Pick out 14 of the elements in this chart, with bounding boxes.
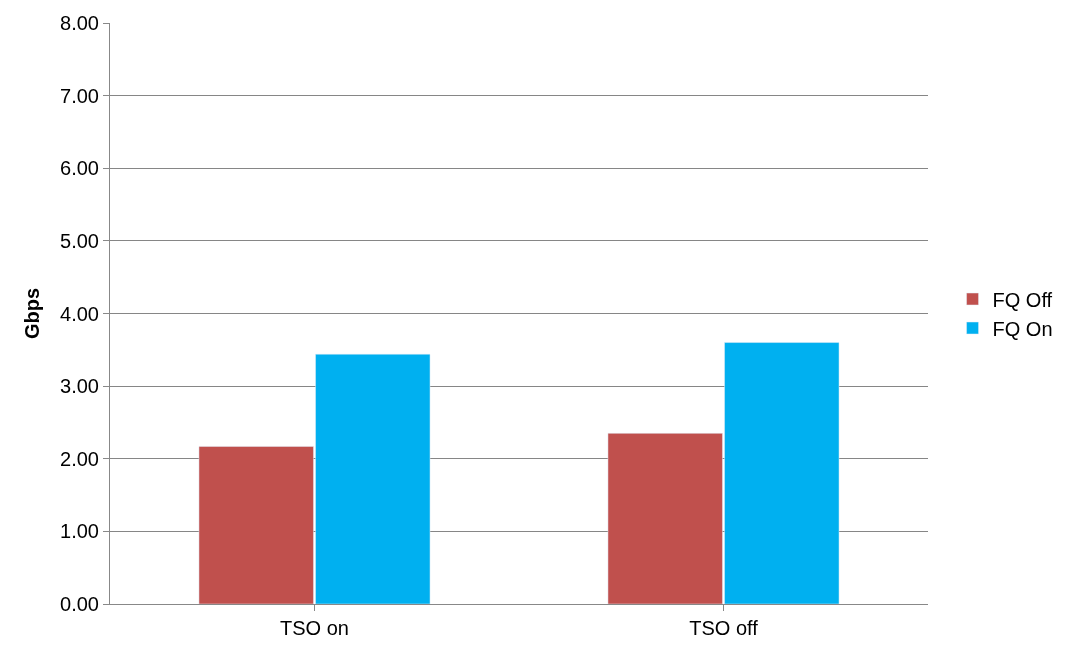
y-tick-label: 6.00	[60, 157, 99, 180]
y-tick-label: 0.00	[60, 593, 99, 615]
y-tick-label: 1.00	[60, 520, 99, 543]
y-tick-label: 5.00	[60, 229, 99, 252]
x-tick-label: TSO off	[689, 617, 759, 639]
y-tick-label: 3.00	[60, 375, 99, 398]
y-tick-label: 7.00	[60, 84, 99, 107]
y-axis-title: Gbps	[20, 287, 43, 340]
y-tick-label: 2.00	[60, 447, 99, 470]
y-tick-label: 8.00	[60, 12, 99, 34]
legend-label: FQ Off	[992, 288, 1053, 311]
y-tick-label: 4.00	[60, 302, 99, 325]
x-tick-label: TSO on	[280, 617, 349, 639]
legend-label: FQ On	[992, 317, 1053, 340]
